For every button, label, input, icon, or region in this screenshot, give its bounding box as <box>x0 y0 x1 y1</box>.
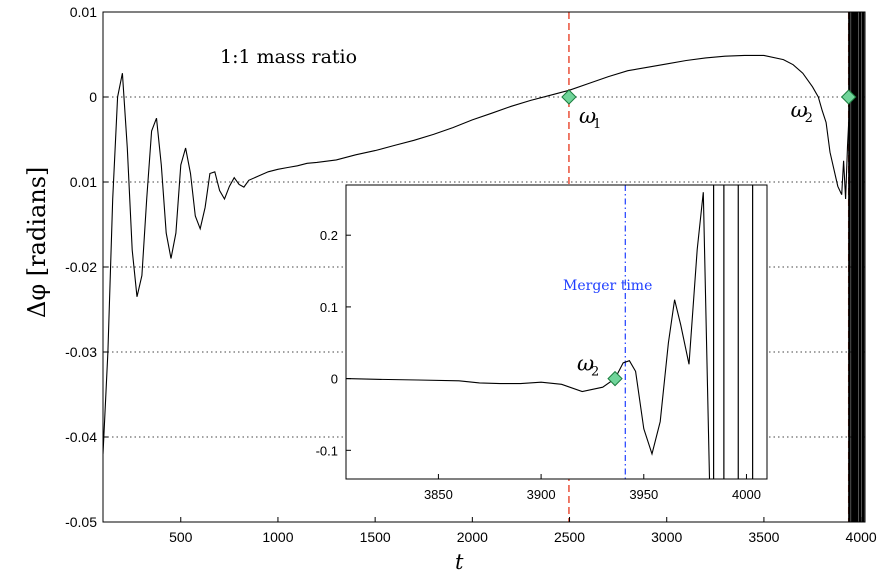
main-x-tick-label: 4000 <box>846 529 877 545</box>
main-x-tick-label: 3500 <box>748 529 779 545</box>
mass-ratio-annotation: 1:1 mass ratio <box>220 46 357 68</box>
main-y-tick-label: 0.01 <box>70 174 97 190</box>
main-x-ticks: 500 1000 1500 2000 2500 3000 3500 4000 <box>169 517 877 545</box>
y-axis-label: Δφ [radians] <box>23 167 51 318</box>
main-x-tick-label: 1500 <box>360 529 391 545</box>
main-oscillation-bands <box>848 12 865 522</box>
inset-y-tick-label: 0.1 <box>320 300 338 315</box>
main-y-tick-label: 0 <box>89 89 97 105</box>
omega-2-marker-main-diamond <box>840 89 857 105</box>
main-series-line <box>103 54 851 455</box>
inset-x-tick-label: 3850 <box>424 487 453 502</box>
inset-y-tick-label: 0 <box>331 372 338 387</box>
main-y-tick-label: -0.04 <box>65 429 97 445</box>
omega-1-marker-subscript: 1 <box>593 117 601 132</box>
main-x-tick-label: 3000 <box>651 529 682 545</box>
inset-y-ticks: -0.1 0 0.1 0.2 <box>316 228 351 458</box>
omega-2-marker-inset-subscript: 2 <box>591 365 599 380</box>
omega-2-marker-main-subscript: 2 <box>805 111 813 126</box>
main-y-tick-label: -0.02 <box>65 259 97 275</box>
main-y-tick-label: -0.05 <box>65 514 97 530</box>
inset-y-tick-label: -0.1 <box>316 443 338 458</box>
inset-markers: ω2 <box>577 352 623 387</box>
main-x-tick-label: 500 <box>169 529 193 545</box>
main-y-tick-label: 0.01 <box>70 4 97 20</box>
omega-2-marker-inset-label: ω <box>577 352 594 376</box>
omega-2-marker-inset-diamond <box>607 370 623 387</box>
main-x-tick-label: 2000 <box>457 529 488 545</box>
inset-series-line <box>346 192 711 479</box>
omega-1-marker-label: ω <box>579 104 596 128</box>
inset-x-tick-label: 3950 <box>629 487 658 502</box>
inset-x-tick-label: 3900 <box>527 487 556 502</box>
main-axes: 500 1000 1500 2000 2500 3000 3500 4000 -0.05-0.… <box>65 4 877 545</box>
merger-time-label: Merger time <box>563 278 652 294</box>
main-x-tick-label: 2500 <box>554 529 585 545</box>
inset-plot-frame <box>345 184 768 480</box>
main-y-tick-label: -0.03 <box>65 344 97 360</box>
x-axis-label: t <box>455 550 464 572</box>
inset-x-ticks: 3850 3900 3950 4000 <box>424 474 761 502</box>
inset-axes: 3850 3900 3950 4000 -0.1 0 0.1 0.2 Merger time… <box>316 184 768 502</box>
inset-oscillation-bands <box>713 185 754 479</box>
omega-1-marker-diamond <box>561 89 577 105</box>
inset-y-tick-label: 0.2 <box>320 228 338 243</box>
inset-x-tick-label: 4000 <box>732 487 761 502</box>
omega-2-marker-main-label: ω <box>791 98 808 122</box>
main-y-ticks: -0.05 -0.04 -0.03 -0.02 0.01 0 0.01 <box>65 4 108 530</box>
inset-background <box>346 185 767 479</box>
main-x-tick-label: 1000 <box>262 529 293 545</box>
